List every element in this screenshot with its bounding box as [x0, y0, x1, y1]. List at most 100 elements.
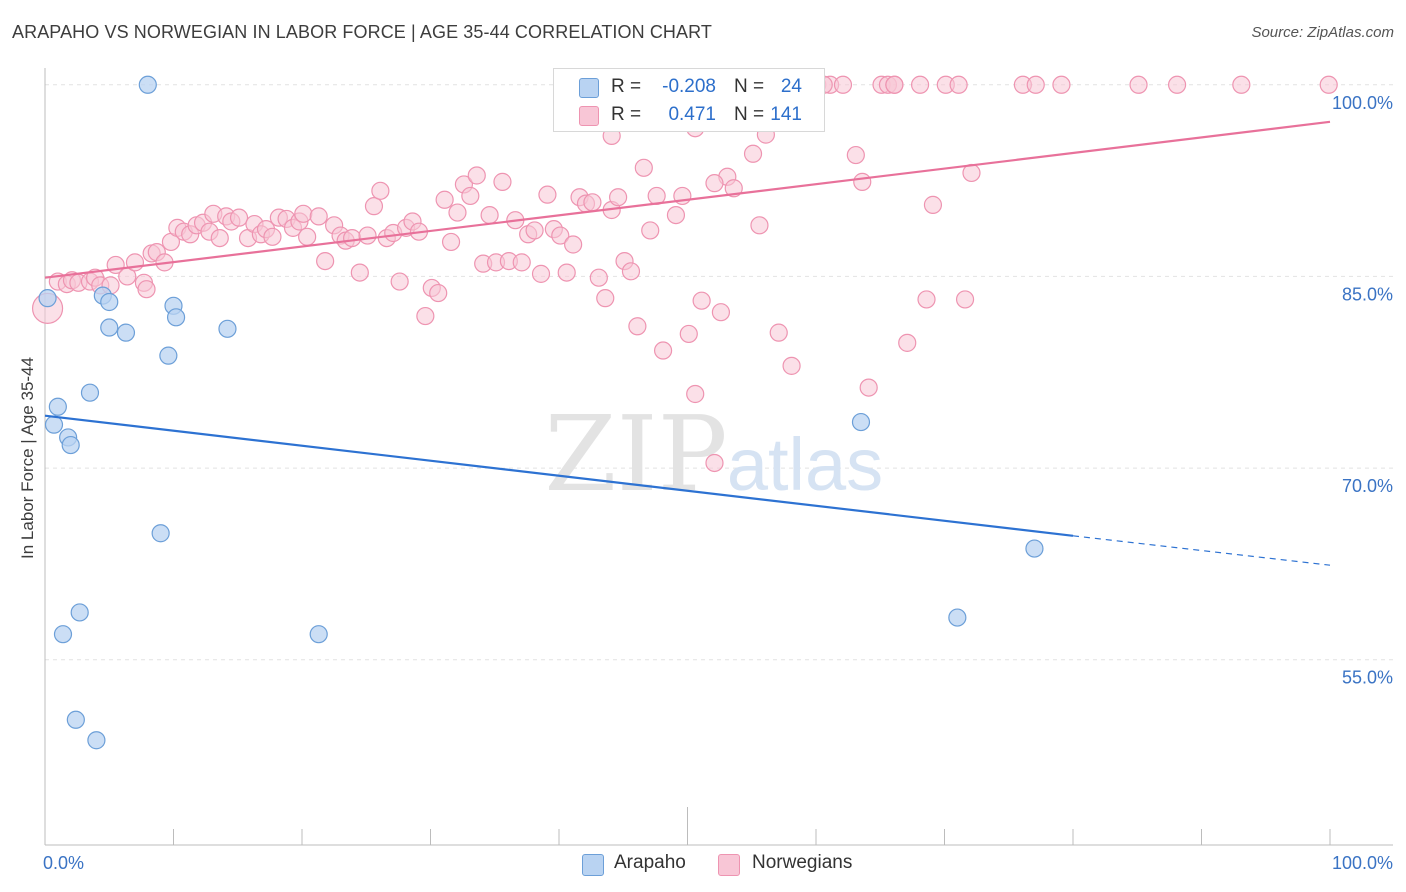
- norwegians-point: [853, 172, 872, 191]
- norwegians-point: [1026, 75, 1045, 94]
- arapaho-point: [851, 412, 871, 432]
- norwegians-point: [583, 193, 602, 212]
- norwegians-point: [350, 263, 369, 282]
- norwegians-point: [846, 145, 865, 165]
- arapaho-point: [166, 308, 186, 327]
- arapaho-point: [38, 289, 57, 308]
- norwegians-point: [1129, 75, 1148, 94]
- arapaho-point: [66, 710, 85, 729]
- norwegians-point: [1052, 75, 1071, 94]
- norwegians-point: [557, 263, 576, 282]
- x-tick-label-min: 0.0%: [43, 853, 84, 873]
- arapaho-trend-line: [44, 414, 1074, 537]
- norwegians-point: [705, 453, 724, 473]
- norwegians-point: [137, 280, 156, 299]
- norwegians-point: [294, 204, 313, 223]
- norwegians-point: [769, 323, 788, 342]
- norwegians-point: [621, 262, 641, 281]
- norwegians-point: [949, 75, 968, 94]
- arapaho-swatch: [579, 78, 599, 98]
- y-axis-title: In Labor Force | Age 35-44: [18, 357, 37, 559]
- norwegians-point: [551, 226, 570, 245]
- arapaho-point: [70, 603, 89, 622]
- axis-labels: 55.0% 70.0% 85.0% 100.0% 0.0% 100.0%: [43, 93, 1393, 873]
- norwegians-point: [371, 181, 390, 200]
- arapaho-n-value: 24: [780, 76, 802, 97]
- arapaho-point: [309, 625, 328, 644]
- arapaho-trend-extension: [1072, 535, 1331, 566]
- norwegians-point: [705, 174, 724, 193]
- norwegians-point: [711, 303, 731, 322]
- norwegians-point: [531, 264, 551, 283]
- norwegians-point: [480, 206, 499, 225]
- norwegians-point: [589, 268, 608, 287]
- legend-row-arapaho: R = -0.208 N = 24: [554, 73, 824, 101]
- norwegians-point: [628, 317, 647, 336]
- norwegians-point: [390, 272, 409, 291]
- norwegians-points: [31, 75, 1338, 473]
- norwegians-point: [859, 378, 878, 397]
- legend-n-label: N =: [734, 104, 765, 125]
- norwegians-trend-line: [44, 120, 1331, 279]
- norwegians-point: [782, 356, 801, 375]
- norwegians-point: [917, 290, 936, 309]
- norwegians-swatch: [579, 106, 599, 126]
- arapaho-point: [948, 608, 967, 627]
- norwegians-legend-label: Norwegians: [752, 852, 853, 873]
- watermark-atlas: atlas: [727, 423, 883, 506]
- norwegians-point: [564, 235, 583, 254]
- watermark-zip: ZIP: [544, 393, 727, 515]
- norwegians-point: [364, 197, 384, 216]
- arapaho-point: [48, 397, 67, 416]
- norwegians-point: [1232, 75, 1251, 94]
- arapaho-point: [116, 323, 136, 342]
- norwegians-point: [833, 75, 853, 94]
- norwegians-point: [461, 186, 480, 206]
- norwegians-legend-swatch: [718, 854, 740, 876]
- norwegians-point: [441, 232, 461, 252]
- gridlines: [45, 84, 1393, 661]
- legend-row-norwegians: R = 0.471 N = 141: [554, 101, 824, 129]
- norwegians-point: [538, 185, 557, 204]
- source-credit: Source: ZipAtlas.com: [1251, 24, 1394, 41]
- norwegians-point: [448, 203, 467, 222]
- norwegians-point: [686, 384, 705, 404]
- norwegians-point: [910, 75, 930, 94]
- norwegians-point: [358, 226, 377, 245]
- norwegians-point: [955, 290, 975, 309]
- norwegians-point: [641, 221, 660, 240]
- arapaho-point: [61, 435, 80, 455]
- norwegians-r-value: 0.471: [668, 104, 716, 125]
- arapaho-points: [38, 75, 1044, 750]
- norwegians-point: [634, 158, 653, 177]
- y-tick-label: 55.0%: [1342, 668, 1393, 688]
- norwegians-point: [750, 216, 769, 235]
- norwegians-point: [692, 291, 711, 310]
- norwegians-point: [923, 195, 943, 214]
- norwegians-point: [743, 144, 763, 163]
- stats-legend: R = -0.208 N = 24 R = 0.471 N = 141: [553, 68, 825, 132]
- arapaho-point: [80, 383, 100, 402]
- norwegians-point: [1319, 75, 1338, 94]
- norwegians-point: [898, 333, 917, 352]
- arapaho-point: [151, 524, 170, 543]
- norwegians-point: [309, 207, 328, 226]
- y-tick-label: 100.0%: [1332, 93, 1393, 113]
- arapaho-point: [100, 292, 119, 312]
- arapaho-point: [138, 75, 157, 94]
- trend-lines: [44, 120, 1331, 566]
- norwegians-point: [666, 206, 686, 225]
- arapaho-point: [53, 625, 73, 644]
- norwegians-point: [724, 179, 743, 198]
- norwegians-point: [679, 324, 698, 344]
- arapaho-legend-swatch: [582, 854, 604, 876]
- arapaho-point: [100, 318, 119, 337]
- norwegians-point: [429, 283, 448, 303]
- legend-r-label: R =: [611, 104, 642, 125]
- norwegians-point: [609, 188, 628, 207]
- norwegians-point: [343, 228, 362, 248]
- norwegians-point: [885, 75, 904, 94]
- arapaho-point: [1025, 539, 1044, 558]
- norwegians-point: [229, 208, 249, 227]
- arapaho-point: [44, 415, 64, 434]
